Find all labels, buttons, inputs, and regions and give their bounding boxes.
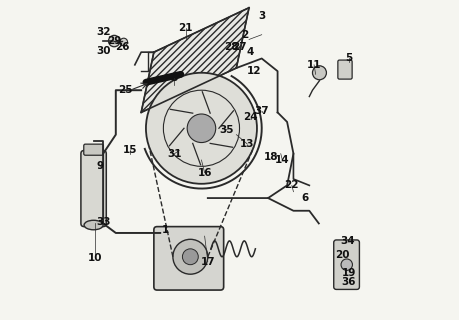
- Text: 20: 20: [335, 250, 349, 260]
- FancyBboxPatch shape: [84, 144, 103, 155]
- Text: 37: 37: [254, 106, 269, 116]
- Circle shape: [173, 239, 207, 274]
- Text: 15: 15: [123, 146, 137, 156]
- Text: 11: 11: [306, 60, 321, 70]
- Text: 9: 9: [96, 161, 103, 171]
- Circle shape: [182, 249, 198, 265]
- FancyBboxPatch shape: [153, 227, 223, 290]
- Circle shape: [340, 259, 352, 270]
- Text: 25: 25: [118, 85, 132, 95]
- FancyBboxPatch shape: [337, 60, 352, 79]
- Circle shape: [146, 73, 257, 184]
- Text: 22: 22: [284, 180, 298, 190]
- Circle shape: [120, 38, 127, 46]
- Text: 14: 14: [274, 155, 289, 165]
- Text: 16: 16: [197, 168, 212, 178]
- Text: 18: 18: [263, 152, 278, 162]
- Text: 10: 10: [88, 253, 102, 263]
- Text: 26: 26: [115, 42, 129, 52]
- Text: 3: 3: [257, 11, 265, 21]
- Text: 6: 6: [300, 193, 308, 203]
- Circle shape: [187, 114, 215, 142]
- Text: 8: 8: [170, 73, 178, 83]
- Text: 2: 2: [240, 30, 247, 40]
- Circle shape: [312, 66, 326, 80]
- Text: 12: 12: [246, 66, 260, 76]
- Text: 32: 32: [95, 27, 110, 36]
- Text: 27: 27: [232, 42, 246, 52]
- Ellipse shape: [84, 220, 103, 230]
- Text: 31: 31: [167, 149, 181, 159]
- Text: 21: 21: [178, 23, 192, 33]
- Polygon shape: [141, 8, 248, 112]
- Text: 5: 5: [345, 53, 352, 63]
- Text: 4: 4: [246, 47, 254, 57]
- Text: 34: 34: [339, 236, 354, 246]
- Text: 13: 13: [240, 139, 254, 149]
- FancyBboxPatch shape: [333, 240, 358, 289]
- Text: 19: 19: [341, 268, 355, 278]
- Text: 1: 1: [161, 225, 168, 235]
- Text: 28: 28: [224, 42, 238, 52]
- Text: 24: 24: [243, 112, 257, 122]
- Text: 36: 36: [341, 277, 355, 287]
- Text: 17: 17: [200, 257, 215, 267]
- Text: 29: 29: [107, 36, 121, 46]
- FancyBboxPatch shape: [81, 150, 106, 227]
- Text: 33: 33: [95, 217, 110, 227]
- Circle shape: [108, 35, 120, 47]
- Text: 35: 35: [219, 125, 234, 135]
- Text: 30: 30: [95, 45, 110, 56]
